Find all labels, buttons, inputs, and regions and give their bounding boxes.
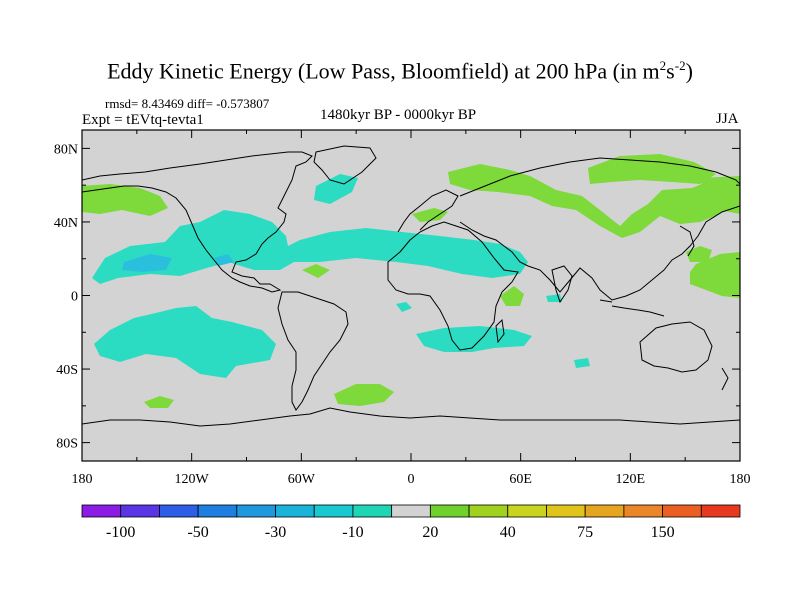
coast-madagascar (495, 318, 505, 344)
colorbar-box (700, 504, 741, 518)
pos-atlantic-small (302, 264, 330, 278)
pos-siberia-central (448, 164, 740, 238)
stats-label: rmsd= 8.43469 diff= -0.573807 (105, 96, 270, 111)
colorbar-box (546, 504, 586, 518)
colorbar-box (507, 504, 547, 518)
colorbar-box (468, 504, 509, 518)
lat-tick-label: 0 (71, 290, 78, 305)
experiment-label: Expt = tEVtq-tevta1 (82, 112, 204, 128)
pos-siberia-north (588, 154, 716, 184)
coastlines (82, 145, 740, 427)
neg-small-1 (396, 302, 412, 312)
anomaly-fields (82, 154, 740, 408)
neg-indian-ocean (416, 326, 532, 352)
colorbar-box (391, 504, 431, 518)
neg-south-pacific (94, 306, 276, 378)
coast-europe-north (397, 189, 459, 233)
colorbar-label: -50 (187, 524, 208, 541)
lat-tick-label: 80N (54, 142, 78, 157)
season-label: JJA (716, 111, 739, 127)
colorbar-label: -30 (265, 524, 286, 541)
colorbar-label: -100 (106, 524, 135, 541)
coast-south-america (277, 291, 349, 411)
coast-australia (639, 321, 713, 373)
lon-tick-label: 60E (509, 472, 532, 487)
colorbar-box (429, 504, 470, 518)
lat-tick-label: 80S (56, 437, 78, 452)
pos-nw-pacific (690, 252, 740, 298)
colorbar-box (662, 504, 702, 518)
colorbar-label: 20 (422, 524, 438, 541)
coast-antarctica (82, 407, 740, 427)
pos-south-atlantic (334, 384, 394, 406)
colorbar-box (81, 504, 122, 518)
lon-tick-label: 180 (730, 472, 751, 487)
lon-tick-label: 0 (408, 472, 415, 487)
map-background (82, 130, 740, 461)
colorbar: -100 -50 -30 -10 20 40 75 150 (81, 504, 741, 541)
colorbar-label: 75 (577, 524, 593, 541)
colorbar-box (159, 504, 199, 518)
colorbar-box (623, 504, 663, 518)
neg-north-america (92, 210, 528, 284)
latitude-axis: 80N 40N 0 40S 80S (54, 142, 740, 452)
coast-indonesia (599, 299, 665, 317)
lat-tick-label: 40S (56, 363, 78, 378)
longitude-axis: 180 120W 60W 0 60E 120E 180 (72, 130, 751, 487)
pos-east-asia-small (686, 246, 712, 262)
strong-negative-anomalies (122, 254, 234, 272)
coast-africa-europe (387, 221, 519, 351)
neg-small-3 (574, 358, 590, 368)
coast-asia (459, 157, 740, 301)
lon-tick-label: 120W (175, 472, 210, 487)
lon-tick-label: 120E (616, 472, 646, 487)
pos-alaska (82, 184, 168, 216)
coast-japan (679, 225, 695, 257)
strong-neg-1 (122, 254, 172, 272)
coast-india (551, 265, 573, 304)
positive-anomalies (82, 154, 740, 408)
lat-tick-label: 40N (54, 216, 78, 231)
colorbar-box (352, 504, 393, 518)
colorbar-label: -10 (342, 524, 363, 541)
coast-new-zealand (721, 367, 729, 391)
colorbar-box (197, 504, 238, 518)
lon-tick-label: 60W (288, 472, 316, 487)
coast-north-america (82, 151, 313, 293)
lon-tick-label: 180 (72, 472, 93, 487)
pos-south-pacific (144, 396, 174, 408)
pos-africa (500, 286, 524, 306)
colorbar-box (584, 504, 625, 518)
colorbar-box (236, 504, 276, 518)
figure-title: Eddy Kinetic Energy (Low Pass, Bloomfiel… (107, 58, 693, 84)
colorbar-box (120, 504, 160, 518)
colorbar-label: 40 (500, 524, 516, 541)
colorbar-label: 150 (651, 524, 675, 541)
colorbar-box (313, 504, 354, 518)
pos-europe (412, 208, 448, 222)
strong-neg-2 (214, 254, 234, 266)
coast-greenland (313, 145, 377, 185)
period-label: 1480kyr BP - 0000kyr BP (320, 107, 477, 123)
colorbar-box (275, 504, 315, 518)
